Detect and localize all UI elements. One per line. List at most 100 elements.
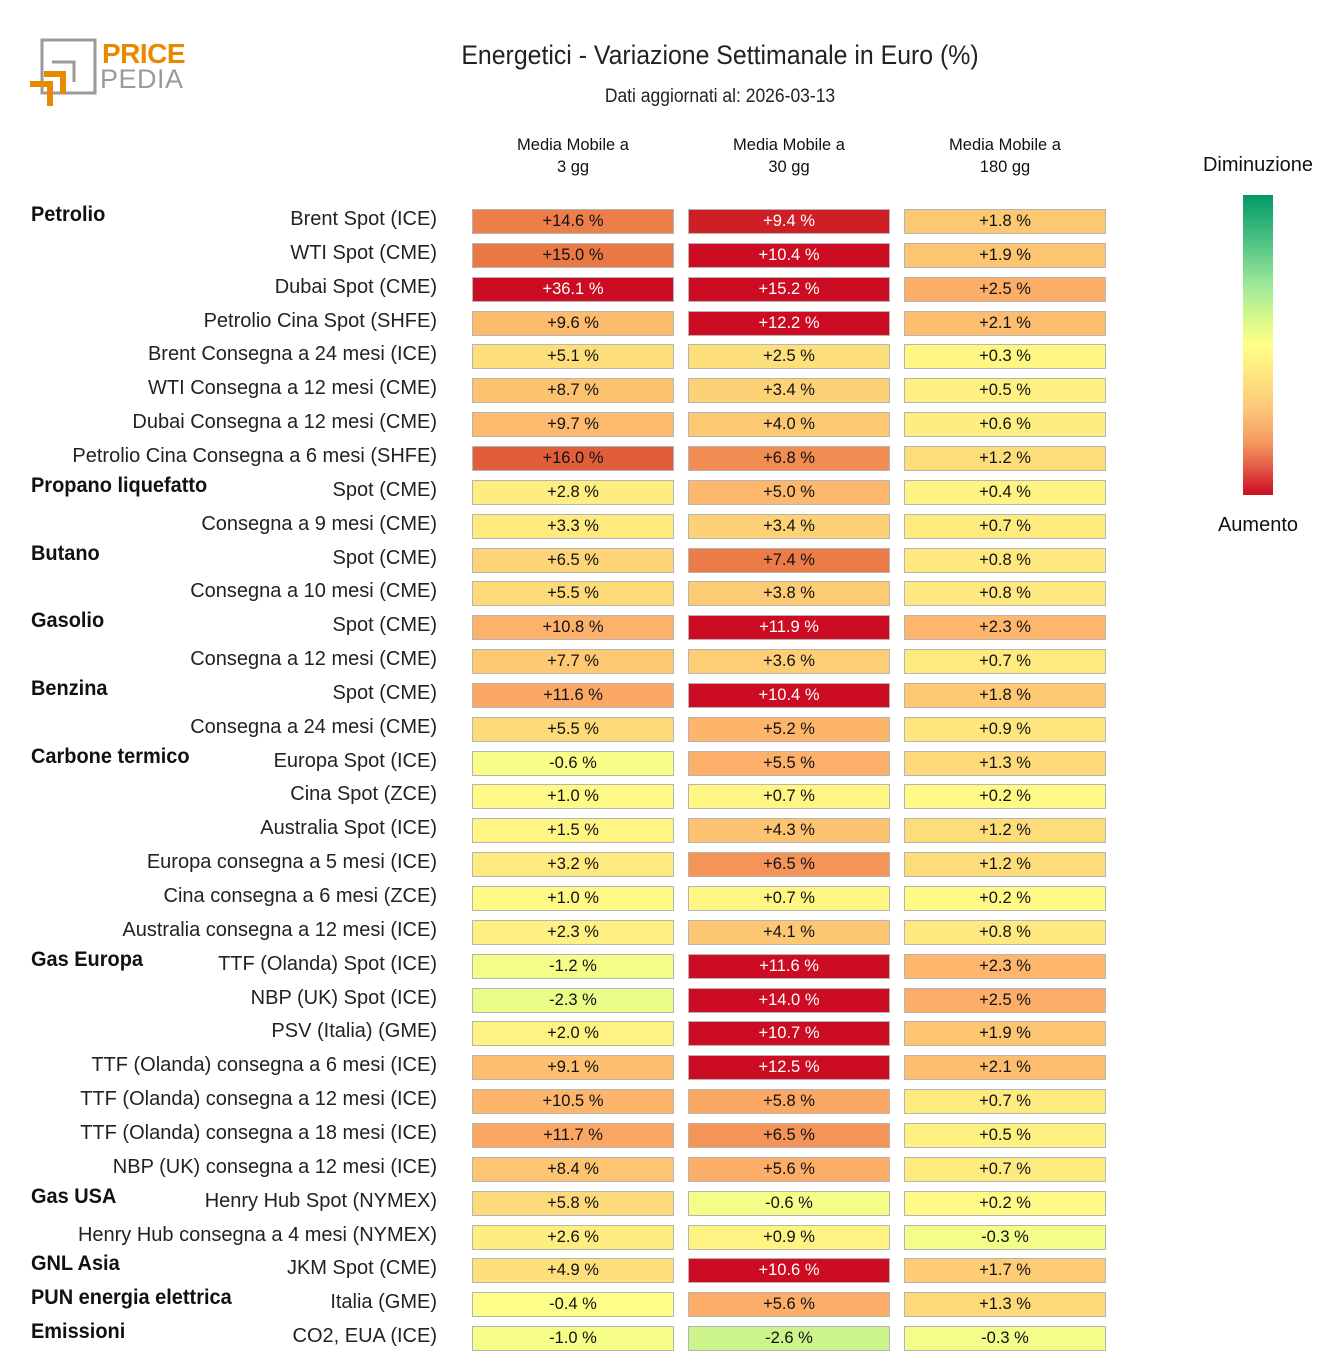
logo-text-pedia: PEDIA: [100, 64, 184, 94]
heatmap-cell: +1.9 %: [904, 242, 1106, 268]
heatmap-cell: +9.6 %: [472, 310, 674, 336]
heatmap-cell: +1.8 %: [904, 682, 1106, 708]
heatmap-cell: +0.7 %: [688, 784, 890, 810]
heatmap-cell: -0.6 %: [688, 1190, 890, 1216]
heatmap-cell: +5.6 %: [688, 1156, 890, 1182]
heatmap-cell: +3.8 %: [688, 581, 890, 607]
heatmap-cell: +10.6 %: [688, 1258, 890, 1284]
chart-subtitle: Dati aggiornati al: 2026-03-13: [604, 86, 836, 107]
heatmap-cell: +0.3 %: [904, 344, 1106, 370]
heatmap-cell: +0.2 %: [904, 784, 1106, 810]
heatmap-cell: +10.4 %: [688, 682, 890, 708]
heatmap-cell: +0.7 %: [688, 886, 890, 911]
heatmap-cell: +1.5 %: [472, 818, 674, 844]
group-label: Butano: [31, 541, 100, 565]
heatmap-cell: +1.0 %: [472, 784, 674, 810]
row-label: Brent Consegna a 24 mesi (ICE): [147, 343, 437, 366]
heatmap-cell: +5.8 %: [688, 1089, 890, 1115]
column-header-180gg: Media Mobile a 180 gg: [949, 136, 1061, 176]
heatmap-cell: +2.1 %: [904, 1055, 1106, 1081]
group-label: Carbone termico: [31, 744, 190, 768]
heatmap-cell: +0.7 %: [904, 513, 1106, 539]
row-label: Petrolio Cina Consegna a 6 mesi (SHFE): [72, 444, 437, 467]
row-label: WTI Consegna a 12 mesi (CME): [148, 377, 437, 400]
group-label: Gas USA: [31, 1184, 117, 1208]
heatmap-cell: +5.1 %: [472, 344, 674, 370]
heatmap-cell: +0.7 %: [904, 649, 1106, 675]
heatmap-cell: +3.4 %: [688, 378, 890, 404]
heatmap-cell: +5.5 %: [472, 581, 674, 607]
heatmap-cell: +0.6 %: [904, 412, 1106, 438]
row-label: Italia (GME): [330, 1291, 437, 1314]
heatmap-cell: -0.3 %: [904, 1326, 1106, 1352]
heatmap-cell: +0.2 %: [904, 886, 1106, 911]
group-label: PUN energia elettrica: [31, 1286, 232, 1310]
row-label: Henry Hub consegna a 4 mesi (NYMEX): [77, 1223, 437, 1246]
heatmap-cell: +6.5 %: [688, 852, 890, 878]
heatmap-cell: +1.2 %: [904, 852, 1106, 878]
heatmap-cell: +11.6 %: [472, 682, 674, 708]
heatmap-cell: +10.8 %: [472, 615, 674, 641]
heatmap-cell: +10.7 %: [688, 1021, 890, 1047]
heatmap-cell: +6.5 %: [472, 547, 674, 573]
row-label: Brent Spot (ICE): [290, 208, 437, 230]
legend-label-top: Diminuzione: [1202, 154, 1314, 176]
heatmap-cell: +8.4 %: [472, 1156, 674, 1182]
heatmap-cell: -1.0 %: [472, 1326, 674, 1352]
heatmap-cell: +11.7 %: [472, 1122, 674, 1148]
column-header-3gg: Media Mobile a 3 gg: [517, 136, 629, 176]
row-label: Dubai Consegna a 12 mesi (CME): [132, 411, 437, 434]
legend-color-bar: [1243, 195, 1273, 495]
heatmap-cell: +1.3 %: [904, 1292, 1106, 1318]
row-label: Henry Hub Spot (NYMEX): [204, 1189, 437, 1212]
heatmap-cell: +5.8 %: [472, 1190, 674, 1216]
heatmap-cell: +3.4 %: [688, 513, 890, 539]
heatmap-cell: +4.0 %: [688, 412, 890, 438]
heatmap-cell: +7.4 %: [688, 547, 890, 573]
group-label: Gasolio: [31, 609, 105, 633]
row-label: PSV (Italia) (GME): [271, 1020, 437, 1043]
heatmap-cell: +15.2 %: [688, 276, 890, 302]
row-label: Consegna a 12 mesi (CME): [190, 648, 437, 671]
row-label: TTF (Olanda) consegna a 6 mesi (ICE): [91, 1054, 437, 1077]
heatmap-cell: +36.1 %: [472, 276, 674, 302]
pricepedia-logo: [30, 38, 97, 106]
heatmap-cell: +9.4 %: [688, 209, 890, 234]
heatmap-cell: +4.9 %: [472, 1258, 674, 1284]
row-label: Consegna a 10 mesi (CME): [190, 580, 437, 603]
heatmap-cell: -2.3 %: [472, 987, 674, 1013]
row-label: Spot (CME): [332, 478, 437, 501]
heatmap-cell: +10.4 %: [688, 242, 890, 268]
heatmap-cell: +16.0 %: [472, 445, 674, 471]
row-label: TTF (Olanda) consegna a 12 mesi (ICE): [80, 1088, 437, 1111]
row-label: Spot (CME): [332, 546, 437, 569]
heatmap-cell: -0.3 %: [904, 1224, 1106, 1250]
heatmap-cell: +0.7 %: [904, 1089, 1106, 1115]
heatmap-cell: +2.1 %: [904, 310, 1106, 336]
row-label: Spot (CME): [332, 614, 437, 637]
heatmap-cell: +1.3 %: [904, 750, 1106, 776]
heatmap-cell: +3.3 %: [472, 513, 674, 539]
heatmap-cell: +2.5 %: [688, 344, 890, 370]
row-label: Australia consegna a 12 mesi (ICE): [122, 918, 437, 941]
heatmap-cell: +1.8 %: [904, 209, 1106, 234]
heatmap-cell: +0.8 %: [904, 581, 1106, 607]
row-label: TTF (Olanda) consegna a 18 mesi (ICE): [80, 1121, 437, 1144]
row-label: Spot (CME): [332, 681, 437, 704]
row-label: Europa consegna a 5 mesi (ICE): [146, 851, 437, 874]
heatmap-cell: +5.5 %: [472, 716, 674, 742]
heatmap-cell: +1.2 %: [904, 818, 1106, 844]
heatmap-cell: +0.4 %: [904, 479, 1106, 505]
group-label: Propano liquefatto: [31, 473, 208, 497]
heatmap-cell: +0.5 %: [904, 378, 1106, 404]
row-label: TTF (Olanda) Spot (ICE): [218, 952, 437, 975]
heatmap-cell: +1.7 %: [904, 1258, 1106, 1284]
heatmap-cell: +10.5 %: [472, 1089, 674, 1115]
row-label: NBP (UK) Spot (ICE): [250, 986, 437, 1009]
heatmap-cell: +1.2 %: [904, 445, 1106, 471]
heatmap-cell: +1.0 %: [472, 886, 674, 911]
group-label: Benzina: [31, 676, 108, 700]
group-label: Gas Europa: [31, 947, 143, 971]
heatmap-cell: +14.6 %: [472, 209, 674, 234]
row-label: Cina consegna a 6 mesi (ZCE): [163, 885, 437, 907]
